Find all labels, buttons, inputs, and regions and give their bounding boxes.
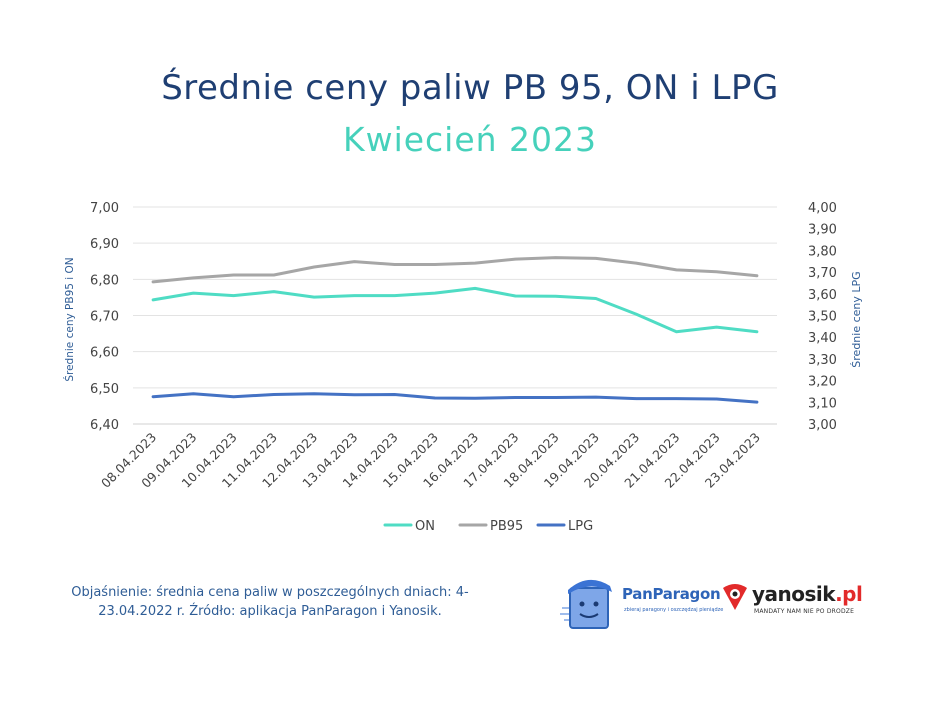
right-tick-label: 3,50	[808, 310, 837, 325]
right-tick-label: 3,80	[808, 244, 837, 259]
right-tick-label: 3,60	[808, 288, 837, 303]
panparagon-tagline: zbieraj paragony i oszczędzaj pieniądze	[624, 607, 724, 613]
left-tick-label: 6,40	[90, 418, 119, 433]
left-tick-label: 6,70	[90, 310, 119, 325]
left-tick-label: 6,50	[90, 382, 119, 397]
left-tick-label: 6,90	[90, 237, 119, 252]
right-tick-label: 3,70	[808, 266, 837, 281]
right-axis-label: Średnie ceny LPG	[850, 271, 863, 367]
series-line-lpg	[151, 392, 759, 404]
mascot-icon	[560, 579, 612, 629]
right-tick-label: 4,00	[808, 201, 837, 216]
explanation-note: Objaśnienie: średnia cena paliw w poszcz…	[71, 585, 469, 619]
panparagon-logo: PanParagon zbieraj paragony i oszczędzaj…	[560, 574, 723, 630]
panparagon-name: PanParagon	[622, 585, 721, 603]
right-tick-label: 3,10	[808, 396, 837, 411]
right-tick-label: 3,90	[808, 223, 837, 238]
left-axis-label: Średnie ceny PB95 i ON	[63, 257, 76, 381]
left-tick-label: 6,80	[90, 273, 119, 288]
left-tick-label: 6,60	[90, 346, 119, 361]
right-tick-label: 3,30	[808, 353, 837, 368]
series-line-pb95	[151, 256, 759, 284]
left-axis-ticks: 6,40 6,50 6,60 6,70 6,80 6,90 7,00	[90, 201, 119, 433]
x-axis-ticks: 08.04.202309.04.202310.04.202311.04.2023…	[98, 430, 763, 491]
right-tick-label: 3,20	[808, 375, 837, 390]
legend-label-lpg: LPG	[568, 519, 593, 534]
chart-title: Średnie ceny paliw PB 95, ON i LPG	[161, 68, 779, 108]
yanosik-name: yanosik.pl	[752, 582, 863, 606]
chart-subtitle: Kwiecień 2023	[342, 120, 598, 159]
gridlines	[133, 206, 777, 389]
yanosik-logo: yanosik.pl MANDATY NAM NIE PO DRODZE	[720, 580, 863, 630]
series-lines	[151, 256, 759, 404]
series-line-on	[151, 286, 759, 334]
right-axis-ticks: 3,00 3,10 3,20 3,30 3,40 3,50 3,60 3,70 3,80 3,90…	[808, 201, 837, 433]
yanosik-icon	[723, 584, 747, 610]
right-tick-label: 3,40	[808, 331, 837, 346]
legend-label-on: ON	[415, 519, 435, 534]
left-tick-label: 7,00	[90, 201, 119, 216]
legend-label-pb95: PB95	[490, 519, 523, 534]
yanosik-tagline: MANDATY NAM NIE PO DRODZE	[754, 608, 855, 615]
right-tick-label: 3,00	[808, 418, 837, 433]
legend: ON PB95 LPG	[383, 519, 593, 534]
